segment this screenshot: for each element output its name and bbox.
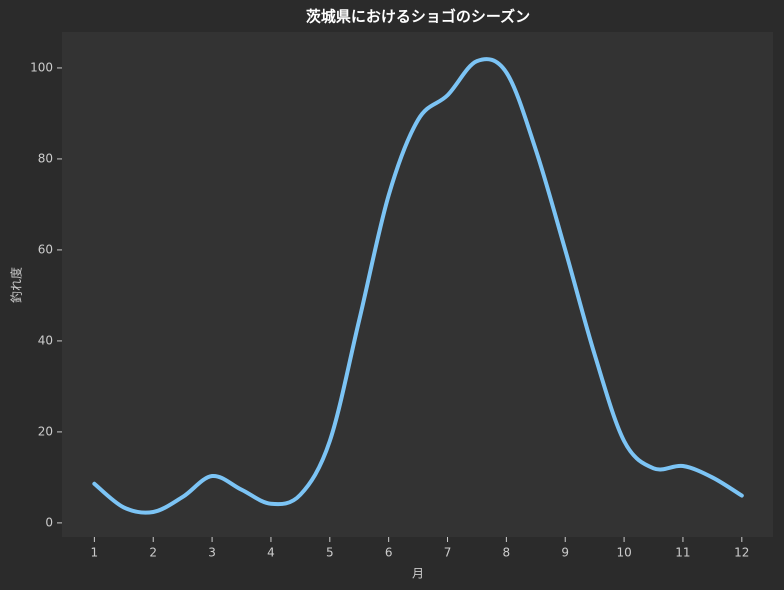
x-tick-label: 9 <box>561 546 569 560</box>
y-tick-label: 20 <box>38 424 53 438</box>
x-tick-label: 12 <box>734 546 749 560</box>
x-tick-label: 4 <box>267 546 275 560</box>
y-axis-label: 釣れ度 <box>9 267 24 303</box>
y-tick-label: 100 <box>30 60 53 74</box>
x-tick-label: 10 <box>616 546 631 560</box>
line <box>92 57 744 515</box>
y-tick-label: 60 <box>38 242 53 256</box>
x-tick-label: 2 <box>149 546 157 560</box>
x-tick-label: 7 <box>444 546 452 560</box>
x-tick-label: 3 <box>208 546 216 560</box>
y-tick-label: 80 <box>38 151 53 165</box>
x-tick-label: 1 <box>91 546 99 560</box>
x-tick-label: 8 <box>503 546 511 560</box>
y-tick-label: 40 <box>38 333 53 347</box>
x-tick-label: 5 <box>326 546 334 560</box>
x-axis-label: 月 <box>412 567 424 581</box>
x-tick-label: 6 <box>385 546 393 560</box>
plot-area <box>62 32 773 537</box>
y-tick-label: 0 <box>45 515 53 529</box>
x-tick-label: 11 <box>675 546 690 560</box>
chart-title: 茨城県におけるショゴのシーズン <box>306 8 530 26</box>
